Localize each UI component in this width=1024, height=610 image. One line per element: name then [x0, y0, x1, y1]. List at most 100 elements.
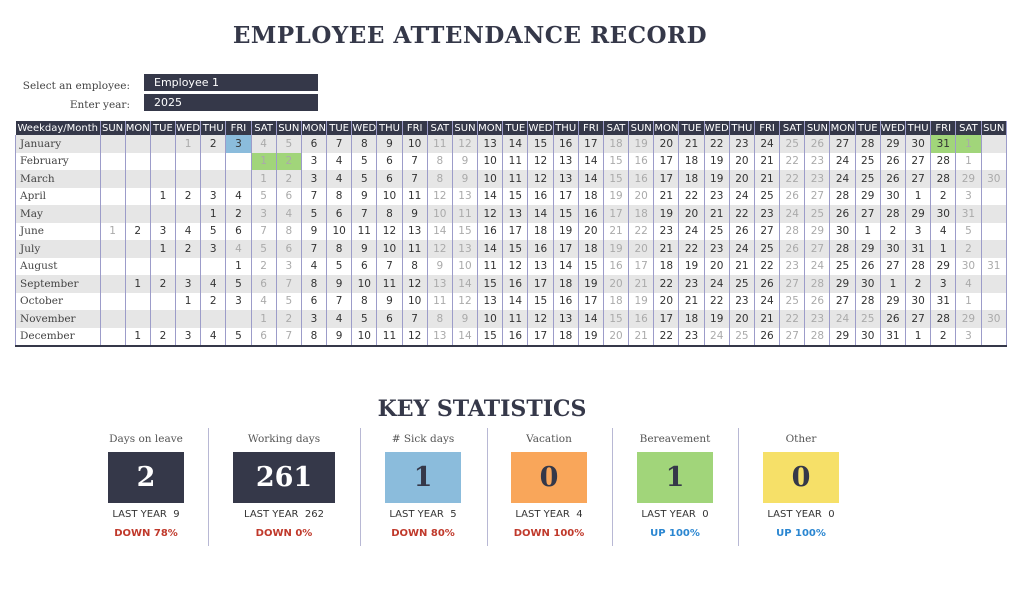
day-cell[interactable]: 7 — [402, 170, 428, 188]
day-cell[interactable]: 10 — [452, 257, 479, 275]
day-cell[interactable]: 12 — [502, 257, 529, 275]
day-cell[interactable]: 1 — [905, 327, 932, 346]
day-cell[interactable]: 18 — [678, 152, 705, 170]
day-cell[interactable]: 9 — [351, 187, 378, 205]
day-cell[interactable]: 28 — [930, 170, 957, 188]
day-cell[interactable]: 18 — [628, 205, 655, 223]
day-cell[interactable]: 6 — [351, 257, 378, 275]
day-cell[interactable]: 19 — [578, 275, 604, 293]
day-cell[interactable]: 20 — [729, 152, 755, 170]
day-cell[interactable]: 17 — [653, 170, 680, 188]
day-cell[interactable]: 7 — [402, 152, 428, 170]
day-cell[interactable]: 20 — [653, 135, 680, 153]
day-cell[interactable]: 22 — [779, 170, 806, 188]
day-cell[interactable]: 25 — [829, 257, 856, 275]
day-cell[interactable]: 4 — [225, 187, 252, 205]
day-cell[interactable]: 16 — [502, 327, 529, 346]
day-cell[interactable]: 11 — [376, 275, 403, 293]
day-cell[interactable]: 1 — [175, 292, 202, 310]
day-cell[interactable]: 21 — [603, 222, 630, 240]
day-cell[interactable]: 22 — [653, 275, 680, 293]
day-cell[interactable]: 8 — [326, 240, 353, 258]
day-cell[interactable]: 18 — [603, 292, 630, 310]
day-cell[interactable]: 17 — [603, 205, 630, 223]
day-cell[interactable]: 28 — [804, 327, 831, 346]
day-cell[interactable]: 26 — [880, 310, 907, 328]
day-cell[interactable]: 13 — [527, 257, 554, 275]
day-cell[interactable]: 6 — [251, 327, 277, 346]
day-cell[interactable]: 4 — [225, 240, 252, 258]
day-cell[interactable]: 5 — [955, 222, 982, 240]
day-cell[interactable]: 25 — [729, 275, 755, 293]
day-cell[interactable]: 27 — [880, 257, 907, 275]
day-cell[interactable]: 29 — [930, 257, 957, 275]
day-cell[interactable]: 28 — [905, 257, 932, 275]
day-cell[interactable]: 29 — [905, 205, 932, 223]
day-cell[interactable]: 23 — [653, 222, 680, 240]
day-cell[interactable]: 27 — [779, 327, 806, 346]
day-cell[interactable]: 9 — [427, 257, 453, 275]
day-cell[interactable]: 26 — [729, 222, 755, 240]
day-cell[interactable]: 23 — [729, 135, 755, 153]
day-cell[interactable]: 30 — [905, 292, 932, 310]
day-cell[interactable]: 24 — [729, 187, 755, 205]
day-cell[interactable]: 18 — [553, 327, 579, 346]
day-cell[interactable]: 14 — [477, 240, 504, 258]
day-cell[interactable]: 4 — [276, 205, 302, 223]
day-cell[interactable]: 24 — [729, 240, 755, 258]
day-cell[interactable]: 14 — [427, 222, 453, 240]
day-cell[interactable]: 24 — [704, 275, 730, 293]
day-cell[interactable]: 9 — [402, 205, 428, 223]
day-cell[interactable]: 19 — [628, 135, 655, 153]
day-cell[interactable]: 21 — [653, 187, 680, 205]
day-cell[interactable]: 20 — [603, 327, 630, 346]
day-cell[interactable]: 7 — [276, 275, 302, 293]
day-cell[interactable]: 27 — [829, 135, 856, 153]
day-cell[interactable]: 10 — [376, 240, 403, 258]
day-cell[interactable]: 15 — [527, 135, 554, 153]
day-cell[interactable]: 14 — [477, 187, 504, 205]
day-cell[interactable]: 1 — [251, 310, 277, 328]
day-cell[interactable]: 18 — [553, 275, 579, 293]
day-cell[interactable]: 13 — [553, 310, 579, 328]
day-cell[interactable]: 1 — [905, 187, 932, 205]
day-cell[interactable]: 13 — [553, 170, 579, 188]
day-cell[interactable]: 18 — [603, 135, 630, 153]
day-cell[interactable]: 17 — [553, 240, 579, 258]
day-cell[interactable]: 2 — [175, 240, 202, 258]
day-cell[interactable]: 4 — [955, 275, 982, 293]
day-cell[interactable]: 13 — [452, 187, 479, 205]
day-cell[interactable]: 8 — [376, 205, 403, 223]
day-cell[interactable]: 24 — [754, 292, 781, 310]
day-cell[interactable]: 20 — [729, 170, 755, 188]
day-cell[interactable]: 7 — [376, 257, 403, 275]
day-cell[interactable]: 1 — [125, 275, 151, 293]
day-cell[interactable]: 17 — [653, 152, 680, 170]
day-cell[interactable]: 12 — [427, 187, 453, 205]
day-cell[interactable]: 24 — [829, 170, 856, 188]
day-cell[interactable]: 14 — [578, 310, 604, 328]
day-cell[interactable]: 13 — [477, 135, 504, 153]
day-cell[interactable]: 18 — [527, 222, 554, 240]
day-cell[interactable]: 12 — [402, 275, 428, 293]
day-cell[interactable]: 3 — [200, 187, 227, 205]
day-cell[interactable]: 11 — [452, 205, 479, 223]
day-cell[interactable]: 5 — [351, 310, 378, 328]
day-cell[interactable]: 30 — [880, 187, 907, 205]
day-cell[interactable]: 3 — [301, 152, 328, 170]
day-cell[interactable]: 23 — [678, 275, 705, 293]
day-cell[interactable]: 19 — [704, 310, 730, 328]
day-cell[interactable]: 1 — [880, 275, 907, 293]
day-cell[interactable]: 7 — [326, 135, 353, 153]
day-cell[interactable]: 29 — [829, 275, 856, 293]
day-cell-bereavement[interactable]: 1 — [251, 152, 277, 170]
day-cell[interactable]: 29 — [855, 240, 881, 258]
day-cell[interactable]: 10 — [477, 152, 504, 170]
day-cell[interactable]: 26 — [804, 292, 831, 310]
day-cell[interactable]: 10 — [351, 275, 378, 293]
day-cell[interactable]: 19 — [704, 170, 730, 188]
day-cell-bereavement[interactable]: 1 — [955, 135, 982, 153]
day-cell[interactable]: 6 — [376, 152, 403, 170]
day-cell[interactable]: 16 — [628, 310, 655, 328]
day-cell[interactable]: 5 — [251, 240, 277, 258]
